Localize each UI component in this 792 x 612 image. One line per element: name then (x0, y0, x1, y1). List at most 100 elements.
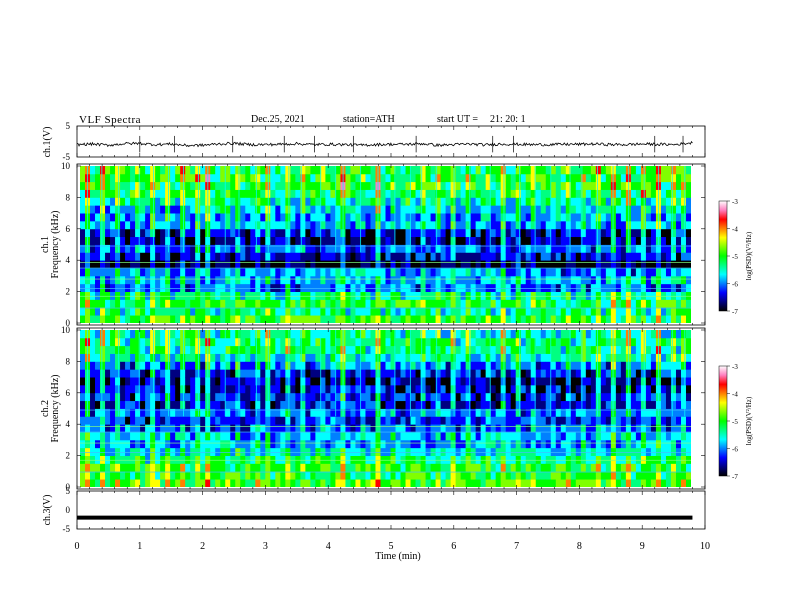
spectrogram-cell (520, 447, 527, 456)
spectrogram-cell (280, 463, 286, 472)
spectrogram-cell (295, 439, 301, 449)
spectrogram-cell (550, 220, 557, 230)
spectrogram-cell (520, 479, 527, 487)
spectrogram-cell (495, 252, 502, 261)
spectrogram-cell (345, 197, 351, 206)
spectrogram-cell (305, 384, 311, 394)
spectrogram-cell (555, 424, 562, 433)
spectrogram-cell (245, 400, 251, 409)
spectrogram-cell (380, 307, 386, 316)
spectrogram-cell (510, 315, 517, 323)
spectrogram-cell (165, 268, 171, 277)
spectrogram-cell (625, 299, 632, 308)
spectrogram-cell (270, 408, 276, 417)
spectrogram-cell (140, 416, 146, 425)
spectrogram-cell (170, 479, 176, 487)
spectrogram-cell (430, 299, 436, 308)
spectrogram-cell (275, 291, 281, 300)
spectrogram-cell (585, 439, 592, 449)
spectrogram-cell (415, 377, 421, 386)
spectrogram-cell (295, 392, 301, 402)
spectrogram-cell (620, 424, 627, 433)
spectrogram-cell (255, 361, 261, 370)
spectrogram-cell (350, 189, 356, 198)
spectrogram-cell (305, 228, 311, 238)
spectrogram-cell (490, 455, 497, 464)
spectrogram-cell (145, 479, 151, 487)
spectrogram-cell (410, 189, 416, 198)
spectrogram-cell (200, 455, 206, 464)
spectrogram-cell (565, 268, 572, 277)
spectrogram-cell (640, 416, 647, 425)
spectrogram-cell (80, 252, 86, 261)
spectrogram-cell (370, 268, 376, 277)
spectrogram-cell (170, 220, 176, 230)
spectrogram-cell (510, 408, 517, 417)
spectrogram-cell (500, 213, 507, 222)
spectrogram-cell (550, 384, 557, 394)
spectrogram-cell (115, 307, 121, 316)
spectrogram-cell (80, 268, 86, 277)
spectrogram-cell (190, 283, 196, 292)
spectrogram-cell (635, 384, 642, 394)
spectrogram-cell (335, 361, 341, 370)
spectrogram-cell (285, 330, 291, 339)
spectrogram-cell (410, 291, 416, 300)
spectrogram-cell (360, 260, 366, 269)
spectrogram-cell (510, 463, 517, 472)
spectrogram-cell (275, 173, 281, 183)
spectrogram-cell (455, 315, 462, 323)
spectrogram-cell (565, 213, 572, 222)
spectrogram-cell (135, 315, 141, 323)
spectrogram-cell (360, 236, 366, 245)
spectrogram-cell (585, 463, 592, 472)
spectrogram-cell (490, 345, 497, 354)
spectrogram-cell (335, 330, 341, 339)
spectrogram-cell (230, 228, 236, 238)
spectrogram-cell (390, 439, 396, 449)
spectrogram-cell (300, 455, 306, 464)
spectrogram-cell (480, 471, 487, 480)
spectrogram-cell (665, 353, 672, 362)
spectrogram-cell (380, 220, 386, 230)
spectrogram-cell (665, 330, 672, 339)
spectrogram-cell (310, 283, 316, 292)
spectrogram-cell (685, 416, 691, 425)
spectrogram-cell (530, 173, 537, 183)
spectrogram-cell (505, 181, 512, 190)
spectrogram-cell (390, 213, 396, 222)
spectrogram-cell (385, 291, 391, 300)
spectrogram-cell (530, 283, 537, 292)
spectrogram-cell (500, 408, 507, 417)
spectrogram-cell (440, 189, 446, 198)
spectrogram-cell (385, 283, 391, 292)
spectrogram-cell (80, 307, 86, 316)
spectrogram-cell (360, 315, 366, 323)
spectrogram-cell (620, 236, 627, 245)
spectrogram-cell (450, 260, 457, 269)
spectrogram-cell (280, 361, 286, 370)
spectrogram-cell (600, 275, 607, 285)
spectrogram-cell (480, 244, 487, 253)
spectrogram-cell (120, 205, 126, 214)
spectrogram-cell (115, 408, 121, 417)
spectrogram-cell (230, 479, 236, 487)
spectrogram-cell (630, 260, 637, 269)
spectrogram-cell (155, 189, 161, 198)
spectrogram-cell (505, 220, 512, 230)
spectrogram-cell (110, 432, 116, 441)
spectrogram-cell (95, 337, 101, 347)
spectrogram-cell (140, 439, 146, 449)
spectrogram-cell (395, 189, 401, 198)
spectrogram-cell (275, 455, 281, 464)
spectrogram-cell (280, 345, 286, 354)
spectrogram-cell (515, 369, 522, 378)
spectrogram-cell (485, 275, 492, 285)
spectrogram-cell (215, 252, 221, 261)
spectrogram-cell (525, 236, 532, 245)
spectrogram-cell (440, 166, 446, 175)
spectrogram-cell (240, 408, 246, 417)
start-time-label: start UT = 21: 20: 1 (437, 114, 526, 125)
spectrogram-cell (95, 369, 101, 378)
spectrogram-cell (140, 471, 146, 480)
